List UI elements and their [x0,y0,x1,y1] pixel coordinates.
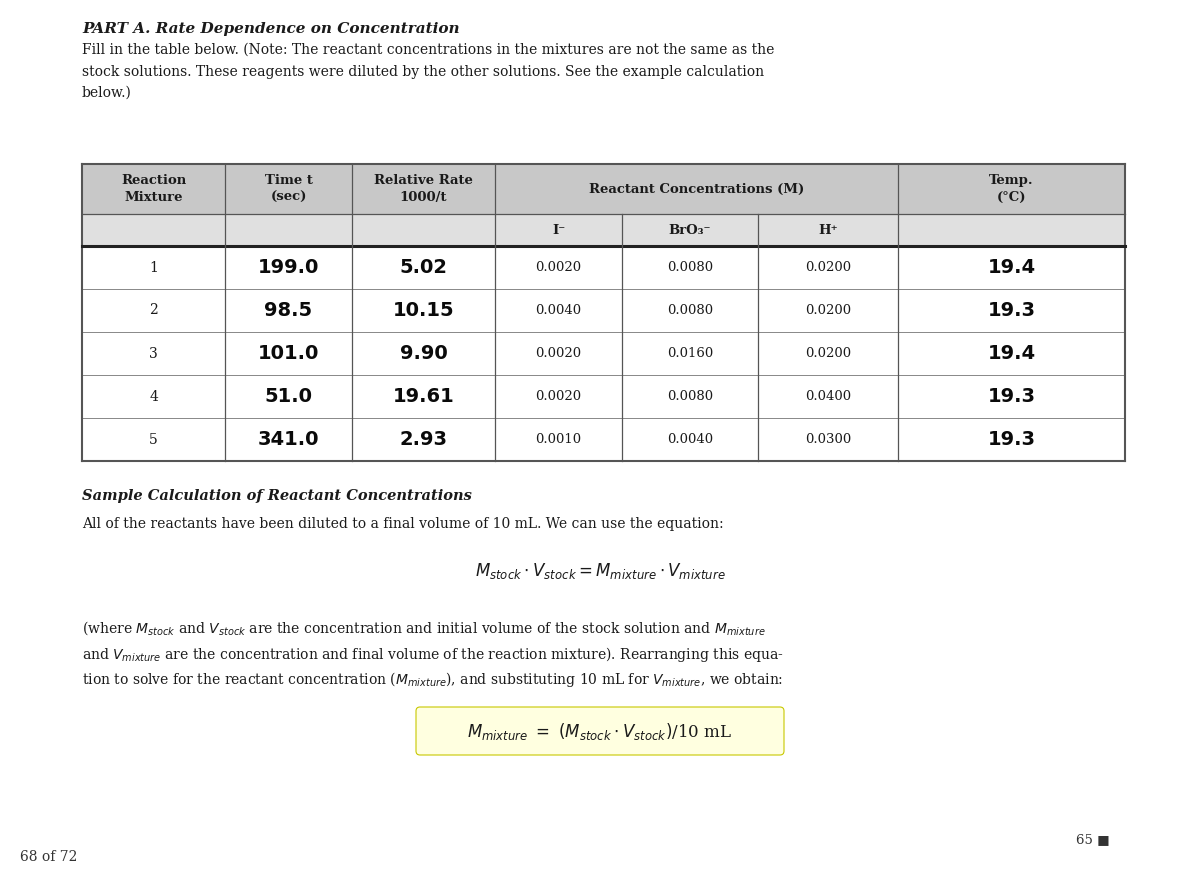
Text: 4: 4 [149,390,158,404]
Text: 341.0: 341.0 [258,430,319,449]
Text: All of the reactants have been diluted to a final volume of 10 mL. We can use th: All of the reactants have been diluted t… [82,517,724,531]
Text: $M_{stock} \cdot V_{stock} = M_{mixture} \cdot V_{mixture}$: $M_{stock} \cdot V_{stock} = M_{mixture}… [475,561,725,581]
Text: Sample Calculation of Reactant Concentrations: Sample Calculation of Reactant Concentra… [82,489,472,503]
Text: 2: 2 [149,303,158,317]
Text: 199.0: 199.0 [258,258,319,277]
Text: 2.93: 2.93 [400,430,448,449]
Text: 0.0080: 0.0080 [667,261,713,274]
Text: 0.0040: 0.0040 [535,304,582,317]
Text: and $V_{mixture}$ are the concentration and final volume of the reaction mixture: and $V_{mixture}$ are the concentration … [82,644,784,663]
Text: 5: 5 [149,433,158,447]
Text: 68 of 72: 68 of 72 [20,850,77,864]
Text: Fill in the table below. (Note: The reactant concentrations in the mixtures are : Fill in the table below. (Note: The reac… [82,43,774,57]
Text: 19.3: 19.3 [988,430,1036,449]
FancyBboxPatch shape [416,707,784,755]
Text: 0.0160: 0.0160 [667,347,713,360]
Text: stock solutions. These reagents were diluted by the other solutions. See the exa: stock solutions. These reagents were dil… [82,65,764,79]
Text: 0.0020: 0.0020 [535,390,582,403]
Text: 0.0040: 0.0040 [667,433,713,446]
Text: I⁻: I⁻ [552,224,565,237]
Text: Temp.
(°C): Temp. (°C) [989,174,1034,204]
Text: 0.0010: 0.0010 [535,433,582,446]
Text: 0.0300: 0.0300 [805,433,851,446]
Text: 0.0080: 0.0080 [667,390,713,403]
Text: (where $M_{stock}$ and $V_{stock}$ are the concentration and initial volume of t: (where $M_{stock}$ and $V_{stock}$ are t… [82,619,766,637]
Text: 51.0: 51.0 [264,387,312,406]
Text: 0.0400: 0.0400 [805,390,851,403]
Text: 101.0: 101.0 [258,344,319,363]
Text: 0.0200: 0.0200 [805,304,851,317]
Text: 10.15: 10.15 [392,301,455,320]
Text: tion to solve for the reactant concentration ($M_{mixture}$), and substituting 1: tion to solve for the reactant concentra… [82,670,784,689]
Text: 0.0080: 0.0080 [667,304,713,317]
Text: 3: 3 [149,346,158,360]
Text: 0.0200: 0.0200 [805,261,851,274]
Text: Time t
(sec): Time t (sec) [264,174,312,204]
Text: 1: 1 [149,260,158,274]
Bar [82,164,1126,214]
Text: $M_{mixture}\ =\ (M_{stock} \cdot V_{stock})$/10 mL: $M_{mixture}\ =\ (M_{stock} \cdot V_{sto… [468,720,732,741]
Text: 19.61: 19.61 [392,387,455,406]
Bar [82,164,1126,461]
Text: 9.90: 9.90 [400,344,448,363]
Text: 0.0020: 0.0020 [535,261,582,274]
Text: Reactant Concentrations (M): Reactant Concentrations (M) [589,183,804,196]
Text: 0.0200: 0.0200 [805,347,851,360]
Text: below.): below.) [82,86,132,100]
Text: BrO₃⁻: BrO₃⁻ [668,224,712,237]
Bar [82,214,1126,246]
Text: Reaction
Mixture: Reaction Mixture [121,174,186,204]
Text: 98.5: 98.5 [264,301,312,320]
Text: PART A. Rate Dependence on Concentration: PART A. Rate Dependence on Concentration [82,22,460,36]
Text: 5.02: 5.02 [400,258,448,277]
Text: 19.4: 19.4 [988,344,1036,363]
Text: 65 ■: 65 ■ [1076,833,1110,846]
Text: H⁺: H⁺ [818,224,838,237]
Text: 0.0020: 0.0020 [535,347,582,360]
Text: 19.4: 19.4 [988,258,1036,277]
Text: Relative Rate
1000/t: Relative Rate 1000/t [374,174,473,204]
Text: 19.3: 19.3 [988,301,1036,320]
Text: 19.3: 19.3 [988,387,1036,406]
